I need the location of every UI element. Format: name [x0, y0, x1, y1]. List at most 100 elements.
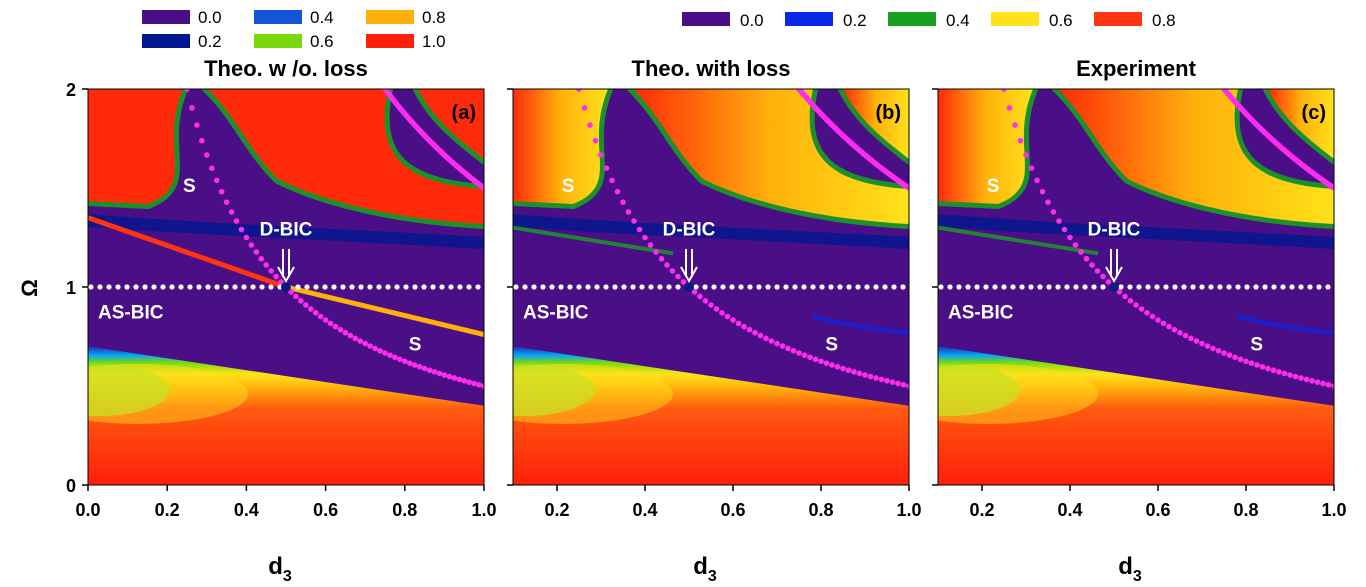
- legend-label: 0.0: [198, 8, 222, 27]
- s-curve-dot: [1050, 209, 1057, 215]
- annotation-s: S: [562, 176, 575, 197]
- s-curve-dot: [466, 379, 472, 385]
- as-bic-dot: [864, 284, 870, 290]
- as-bic-dot: [1280, 284, 1286, 290]
- s-curve-dot: [829, 362, 835, 368]
- as-bic-dot: [1019, 284, 1025, 290]
- s-curve-dot: [834, 363, 841, 370]
- as-bic-dot: [792, 284, 798, 290]
- s-curve-dot: [592, 137, 599, 144]
- x-tick-label: 0.6: [1145, 500, 1170, 520]
- as-bic-dot: [133, 284, 139, 290]
- s-curve-dot: [675, 273, 681, 280]
- s-curve-dot: [1237, 356, 1244, 363]
- s-curve-dot: [1320, 380, 1326, 387]
- as-bic-dot: [196, 284, 202, 290]
- x-tick-label: 0.2: [544, 500, 569, 520]
- as-bic-dot: [558, 284, 564, 290]
- s-curve-dot: [1045, 199, 1051, 205]
- d-bic-arrow: [1105, 249, 1123, 284]
- legend-label: 0.8: [1152, 11, 1176, 30]
- as-bic-dot: [223, 284, 229, 290]
- as-bic-dot: [531, 284, 537, 290]
- annotation-d-bic: D-BIC: [663, 220, 716, 241]
- x-tick-label: 1.0: [1321, 500, 1346, 520]
- s-curve-dot: [307, 306, 314, 312]
- s-curve-dot: [1012, 122, 1018, 128]
- as-bic-dot: [124, 284, 130, 290]
- as-bic-dot: [621, 284, 627, 290]
- s-curve-dot: [1028, 165, 1035, 171]
- as-bic-dot: [983, 284, 989, 290]
- as-bic-dot: [711, 284, 717, 290]
- panel-label: (a): [452, 102, 476, 124]
- s-curve-dot: [1094, 268, 1101, 274]
- annotation-as-bic: AS-BIC: [948, 303, 1014, 324]
- s-curve-dot: [199, 137, 205, 144]
- s-curve-dot: [337, 326, 344, 333]
- as-bic-dot: [837, 284, 843, 290]
- as-bic-dot: [1010, 284, 1016, 290]
- s-curve-dot: [1298, 375, 1304, 381]
- as-bic-dot: [567, 284, 573, 290]
- s-curve-dot: [1177, 329, 1183, 336]
- as-bic-dot: [250, 284, 256, 290]
- s-curve-dot: [471, 380, 477, 387]
- as-bic-dot: [178, 284, 184, 290]
- s-curve-dot: [680, 279, 687, 285]
- as-bic-dot: [1055, 284, 1061, 290]
- s-curve-dot: [1325, 381, 1332, 388]
- s-curve-dot: [823, 360, 830, 366]
- as-bic-dot: [439, 284, 445, 290]
- s-curve-dot: [392, 354, 398, 361]
- resonance-line: [285, 284, 484, 337]
- as-bic-dot: [394, 284, 400, 290]
- s-curve-dot: [1034, 177, 1040, 184]
- as-bic-dot: [855, 284, 861, 290]
- legend-label: 1.0: [422, 32, 446, 51]
- s-curve-dot: [1089, 262, 1095, 268]
- as-bic-dot: [466, 284, 472, 290]
- heatmap-band: [938, 214, 1334, 249]
- as-bic-dot: [457, 284, 463, 290]
- as-bic-dot: [322, 284, 328, 290]
- panel-b: S D-BIC AS-BIC S (b) Theo. with loss 0.2 0.4 0.6…: [507, 56, 922, 585]
- annotation-s: S: [183, 176, 196, 197]
- s-curve-dot: [746, 326, 753, 333]
- as-bic-dot: [151, 284, 157, 290]
- heatmap-area: [938, 89, 1334, 485]
- annotation-s: S: [409, 334, 422, 355]
- as-bic-dot: [268, 284, 274, 290]
- as-bic-dot: [376, 284, 382, 290]
- s-curve-dot: [779, 343, 786, 349]
- s-curve-dot: [647, 242, 654, 248]
- as-bic-dot: [1235, 284, 1241, 290]
- as-bic-dot: [1082, 284, 1088, 290]
- s-curve-dot: [1276, 369, 1282, 375]
- panel-title: Experiment: [1076, 56, 1196, 81]
- s-curve-dot: [481, 383, 484, 389]
- as-bic-dot: [1163, 284, 1169, 290]
- x-tick-label: 0.8: [392, 500, 417, 520]
- as-bic-dot: [259, 284, 265, 290]
- as-bic-dot: [810, 284, 816, 290]
- s-curve-dot: [1056, 218, 1062, 224]
- s-curve-dot: [1006, 105, 1013, 111]
- s-curve-dot: [367, 343, 373, 349]
- s-curve-dot: [357, 338, 364, 344]
- annotation-s: S: [825, 334, 838, 355]
- d-bic-point: [281, 282, 291, 292]
- s-curve-dot: [204, 152, 210, 158]
- s-curve-dot: [1309, 377, 1315, 384]
- s-curve-dot: [436, 370, 443, 377]
- s-curve-dot: [248, 242, 255, 248]
- legend-swatch: [142, 10, 190, 24]
- heatmap-upper-band: [418, 89, 484, 159]
- as-bic-dot: [1262, 284, 1268, 290]
- s-curve-dot: [1221, 350, 1227, 356]
- x-tick-label: 0.0: [75, 500, 100, 520]
- as-bic-dot: [603, 284, 609, 290]
- s-curve-dot: [1259, 363, 1266, 370]
- as-bic-dot: [992, 284, 998, 290]
- s-curve-dot: [253, 249, 260, 255]
